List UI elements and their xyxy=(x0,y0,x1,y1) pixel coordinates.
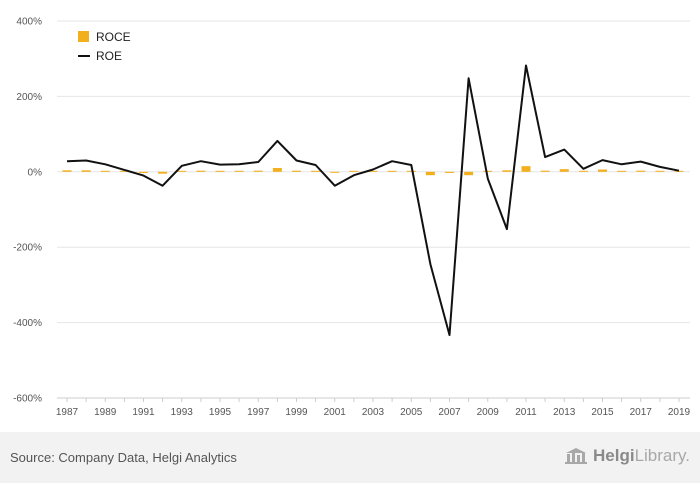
roce-bar xyxy=(311,170,321,172)
roce-bar xyxy=(349,170,359,172)
roe-roce-chart: 400% 200% 0% -200% -400% -600% 1987 1989 1991 199… xyxy=(13,17,691,419)
roce-bar xyxy=(119,170,129,172)
legend-roe-label: ROE xyxy=(96,49,122,63)
library-building-icon xyxy=(565,448,587,464)
x-tick-label: 2011 xyxy=(515,407,537,418)
roce-bar xyxy=(62,170,72,172)
roce-bar xyxy=(502,170,512,172)
legend-roce-label: ROCE xyxy=(96,30,131,44)
y-tick-label: 400% xyxy=(16,17,42,28)
roce-bar xyxy=(655,170,665,172)
x-tick-label: 1993 xyxy=(171,407,194,418)
roce-bar xyxy=(578,170,588,172)
x-tick-label: 2019 xyxy=(668,407,691,418)
roce-bar xyxy=(139,171,148,173)
x-tick-label: 2013 xyxy=(553,407,576,418)
y-tick-label: 200% xyxy=(16,92,42,103)
roce-bar xyxy=(540,170,550,172)
roce-bar xyxy=(215,170,225,172)
roce-bar xyxy=(483,170,493,172)
roce-bar xyxy=(464,171,474,176)
roce-bar xyxy=(598,169,607,172)
roce-bar xyxy=(196,170,206,172)
roce-bar xyxy=(330,171,340,173)
roe-line xyxy=(66,64,680,336)
y-tick-label: -200% xyxy=(13,243,42,254)
roce-bar xyxy=(272,168,282,172)
y-tick-label: -600% xyxy=(13,394,42,405)
x-tick-label: 1991 xyxy=(132,407,155,418)
brand-name: Helgi xyxy=(593,446,635,465)
roce-bar xyxy=(368,170,378,172)
roce-bar xyxy=(387,170,397,172)
roce-bar xyxy=(617,170,627,172)
y-tick-label: 0% xyxy=(28,167,43,178)
x-tick-label: 2015 xyxy=(591,407,614,418)
roce-bar xyxy=(292,170,301,172)
chart-footer: Source: Company Data, Helgi Analytics He… xyxy=(0,432,700,483)
x-tick-label: 1997 xyxy=(247,407,270,418)
x-tick-label: 1995 xyxy=(209,407,232,418)
roce-bar xyxy=(445,171,454,173)
roce-bar xyxy=(158,171,168,174)
roce-bar xyxy=(521,166,531,172)
x-tick-label: 2003 xyxy=(362,407,385,418)
x-tick-label: 2005 xyxy=(400,407,423,418)
x-tick-label: 2017 xyxy=(630,407,653,418)
roce-bar xyxy=(636,170,646,172)
roce-bar xyxy=(177,170,187,172)
x-tick-label: 1987 xyxy=(56,407,79,418)
brand-logo[interactable]: Helgi Library. xyxy=(564,446,690,466)
roce-bar xyxy=(253,170,263,172)
x-tick-label: 2009 xyxy=(477,407,500,418)
roce-bar xyxy=(81,170,91,172)
source-note: Source: Company Data, Helgi Analytics xyxy=(10,450,237,465)
x-tick-label: 2007 xyxy=(438,407,461,418)
roce-bar xyxy=(406,170,416,172)
x-tick-label: 1989 xyxy=(94,407,117,418)
chart-area: 400% 200% 0% -200% -400% -600% 1987 1989 1991 199… xyxy=(13,17,691,419)
roce-bar xyxy=(234,170,244,172)
x-tick-label: 2001 xyxy=(324,407,347,418)
roce-bar xyxy=(425,171,435,176)
brand-suffix: Library. xyxy=(634,446,690,465)
legend-roce-swatch xyxy=(78,31,89,42)
roce-bar xyxy=(100,170,110,172)
y-tick-label: -400% xyxy=(13,318,42,329)
x-tick-label: 1999 xyxy=(285,407,308,418)
roce-bar xyxy=(674,170,684,172)
roce-bar xyxy=(559,169,569,172)
